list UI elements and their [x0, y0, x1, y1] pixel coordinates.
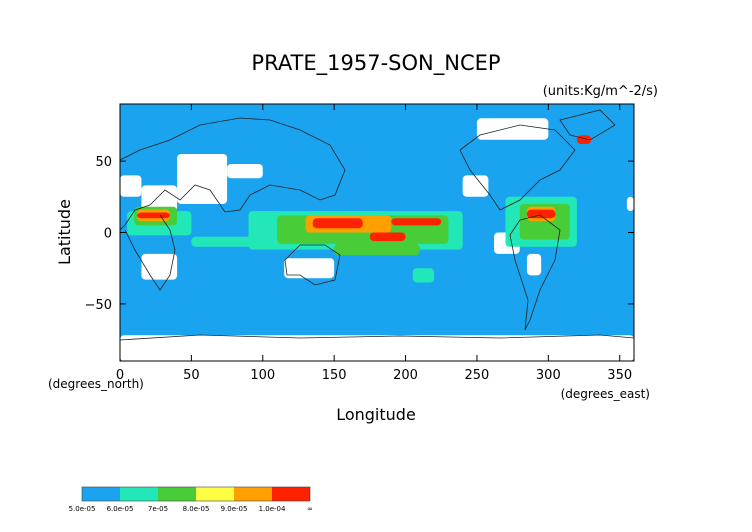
precip-region-below: [476, 118, 549, 140]
x-axis-ticks: 0 50 100 150 200 250 300 350: [116, 104, 632, 383]
precip-region-below: [120, 175, 142, 197]
colorbar-label: 5.0e-05: [69, 505, 96, 513]
precip-region-below: [227, 163, 263, 179]
units-label: (units:Kg/m^-2/s): [543, 84, 658, 99]
precip-region-below: [120, 335, 634, 361]
precip-regions: [120, 118, 634, 361]
colorbar-label: 7e-05: [148, 505, 168, 513]
precip-region-below: [284, 258, 335, 279]
colorbar-swatch: [158, 487, 196, 501]
colorbar-label: 9.0e-05: [221, 505, 248, 513]
y-tick-label: 50: [95, 155, 112, 170]
x-tick-label: 300: [536, 368, 561, 383]
precip-region-below: [141, 253, 178, 280]
y-axis-label: Latitude: [55, 199, 74, 265]
precip-region-ge1e4: [369, 232, 406, 242]
colorbar-label: 1.0e-04: [259, 505, 286, 513]
x-tick-label: 250: [465, 368, 490, 383]
coastlines: [120, 109, 634, 341]
colorbar-swatch: [272, 487, 310, 501]
x-tick-label: 50: [183, 368, 200, 383]
colorbar-label: ∞: [307, 505, 313, 513]
y-unit-label: (degrees_north): [48, 377, 144, 391]
x-tick-label: 200: [393, 368, 418, 383]
precip-region-lt8: [334, 243, 420, 256]
colorbar-swatch: [196, 487, 234, 501]
precip-region-ge1e4: [312, 218, 363, 229]
x-unit-label: (degrees_east): [561, 387, 650, 401]
x-tick-label: 350: [607, 368, 632, 383]
colorbar-swatch: [82, 487, 120, 501]
precip-region-below: [462, 175, 489, 197]
chart-title: PRATE_1957-SON_NCEP: [251, 51, 500, 76]
colorbar-swatch: [120, 487, 158, 501]
x-tick-label: 0: [116, 368, 124, 383]
precip-region-ge1e4: [391, 218, 442, 226]
precip-region-ge1e4: [137, 212, 170, 219]
precip-region-lt7: [191, 236, 278, 247]
precip-region-lt7: [412, 268, 435, 283]
colorbar-frame: [81, 486, 311, 502]
precip-region-below: [177, 153, 228, 204]
y-tick-label: −50: [85, 298, 112, 313]
colorbar-swatch: [234, 487, 272, 501]
colorbar-label: 8.0e-05: [183, 505, 210, 513]
x-tick-label: 100: [250, 368, 275, 383]
colorbar: 5.0e-05 6.0e-05 7e-05 8.0e-05 9.0e-05 1.0e-04…: [69, 486, 313, 513]
colorbar-label: 6.0e-05: [107, 505, 134, 513]
x-axis-label: Longitude: [336, 405, 416, 424]
precip-region-below: [526, 253, 542, 276]
x-tick-label: 150: [322, 368, 347, 383]
y-axis-ticks: 50 0 −50: [85, 155, 634, 313]
precip-region-below: [626, 196, 634, 212]
y-tick-label: 0: [104, 227, 112, 242]
